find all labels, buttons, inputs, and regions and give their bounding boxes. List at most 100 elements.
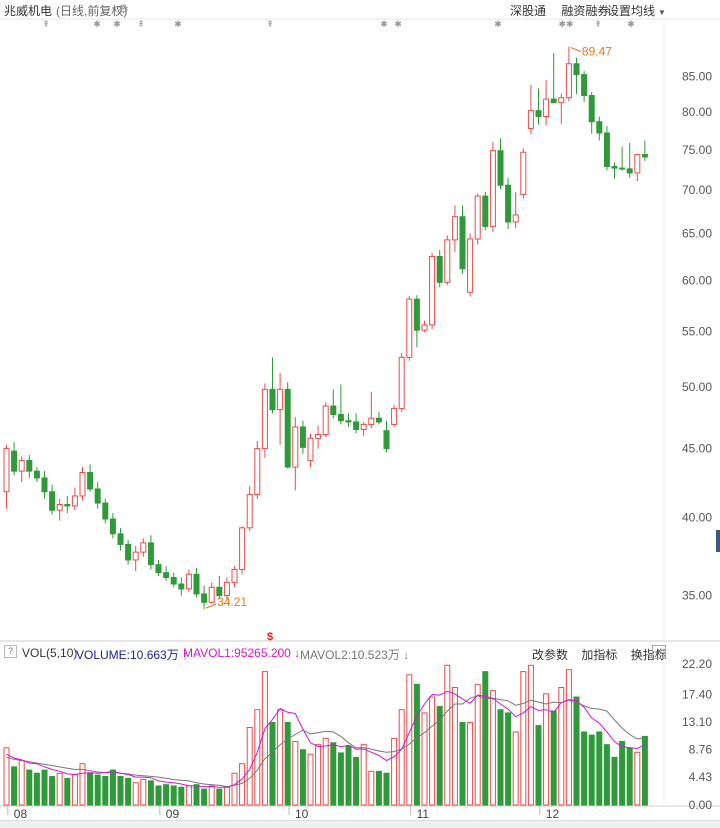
candle-body (505, 184, 512, 223)
settings-gear-icon[interactable]: ⚙ (118, 2, 129, 16)
volume-bar (125, 777, 132, 806)
candle-body (147, 542, 154, 566)
mavol2-value: MAVOL2:10.523万 ↓ (300, 646, 409, 663)
candle-body (56, 503, 63, 511)
candle-body (299, 426, 306, 448)
candle (406, 296, 413, 361)
scroll-handle[interactable] (716, 530, 720, 552)
candle (512, 191, 519, 229)
candle-body (201, 593, 208, 603)
candle-body (239, 527, 246, 570)
candle-body (550, 98, 557, 104)
volume-bar (102, 775, 109, 806)
volume-bar (368, 770, 375, 806)
add-indicator-button[interactable]: 加指标 (581, 648, 618, 662)
candle (102, 498, 109, 524)
volume-bar (421, 712, 428, 806)
mavol1-value-text: MAVOL1:95265.200 (183, 646, 291, 660)
volume-bar (353, 756, 360, 806)
volume-bar (573, 696, 580, 806)
candle-body (269, 388, 276, 411)
candle (558, 93, 565, 124)
volume-bar (451, 687, 458, 806)
candle-body (368, 417, 375, 425)
candle (383, 420, 390, 453)
candle (535, 88, 542, 125)
volume-bar (581, 731, 588, 806)
volume-bar (383, 772, 390, 806)
candle-body (436, 255, 443, 283)
arrow-down-icon: ↓ (403, 648, 410, 662)
sh-connect-link[interactable]: 深股通 (510, 4, 547, 18)
event-marker-icon: ⇞ (137, 19, 145, 29)
volume-bar (535, 725, 542, 806)
candle-body (596, 121, 603, 134)
close-icon[interactable]: × (652, 645, 666, 659)
volume-bar (413, 683, 420, 806)
candle (147, 535, 154, 570)
volume-value-text: VOLUME:10.663万 (76, 648, 179, 662)
candle (315, 425, 322, 449)
candle-body (337, 414, 344, 422)
volume-bar (193, 784, 200, 806)
volume-bar (163, 784, 170, 806)
volume-bar (360, 744, 367, 806)
candle-body (451, 216, 458, 241)
event-marker-icon: ✱ (174, 19, 182, 29)
month-label: 12 (546, 807, 560, 821)
ma-settings-button[interactable]: 设置均线 ▼ (607, 2, 666, 19)
candle-body (634, 154, 641, 174)
candle (345, 413, 352, 427)
candle-body (398, 356, 405, 409)
volume-axis: 0.00 4.43 8.76 13.10 17.40 22.20 (682, 657, 712, 812)
candle-body (140, 542, 147, 553)
help-icon[interactable]: ? (4, 645, 17, 658)
volume-tick-label: 4.43 (689, 770, 713, 784)
candle-body (619, 167, 626, 170)
candle (11, 442, 18, 476)
stock-title: 兆威机电 (日线,前复权) (4, 2, 127, 19)
candle-body (626, 168, 633, 174)
volume-bar (619, 740, 626, 806)
candle-body (246, 494, 253, 529)
volume-bar (71, 774, 78, 806)
mavol1-value: MAVOL1:95265.200 ↓ (183, 646, 300, 660)
volume-tick-label: 0.00 (689, 798, 713, 812)
candle-body (527, 110, 534, 129)
volume-bar (79, 763, 86, 806)
margin-trading-link[interactable]: 融资融券 (561, 4, 610, 18)
volume-bar (11, 766, 18, 806)
candle-body (254, 448, 261, 496)
candle-body (231, 568, 238, 583)
mavol1-line (6, 690, 646, 788)
candle-body (558, 97, 565, 104)
candle (353, 413, 360, 434)
volume-bar (49, 775, 56, 806)
candle (277, 373, 284, 445)
candle (482, 191, 489, 230)
volume-bar (155, 785, 162, 806)
candle (269, 357, 276, 414)
candle-body (322, 405, 329, 435)
candle-body (125, 543, 132, 561)
candle (170, 572, 177, 588)
volume-tick-label: 22.20 (682, 657, 712, 671)
volume-bar (558, 687, 565, 806)
candle-body (413, 298, 420, 331)
candle-body (170, 576, 177, 585)
price-tick-label: 35.00 (682, 589, 712, 603)
edit-params-button[interactable]: 改参数 (532, 648, 569, 662)
volume-bar (147, 780, 154, 806)
candle-body (330, 405, 337, 416)
candle (117, 527, 124, 551)
candle (573, 57, 580, 95)
candle (543, 80, 550, 126)
candle-body (64, 503, 71, 507)
price-tick-label: 65.00 (682, 227, 712, 241)
candle-body (421, 324, 428, 331)
volume-bar (56, 772, 63, 806)
arrow-down-icon: ↓ (294, 646, 301, 660)
volume-bar (307, 753, 314, 806)
volume-bar (26, 769, 33, 806)
